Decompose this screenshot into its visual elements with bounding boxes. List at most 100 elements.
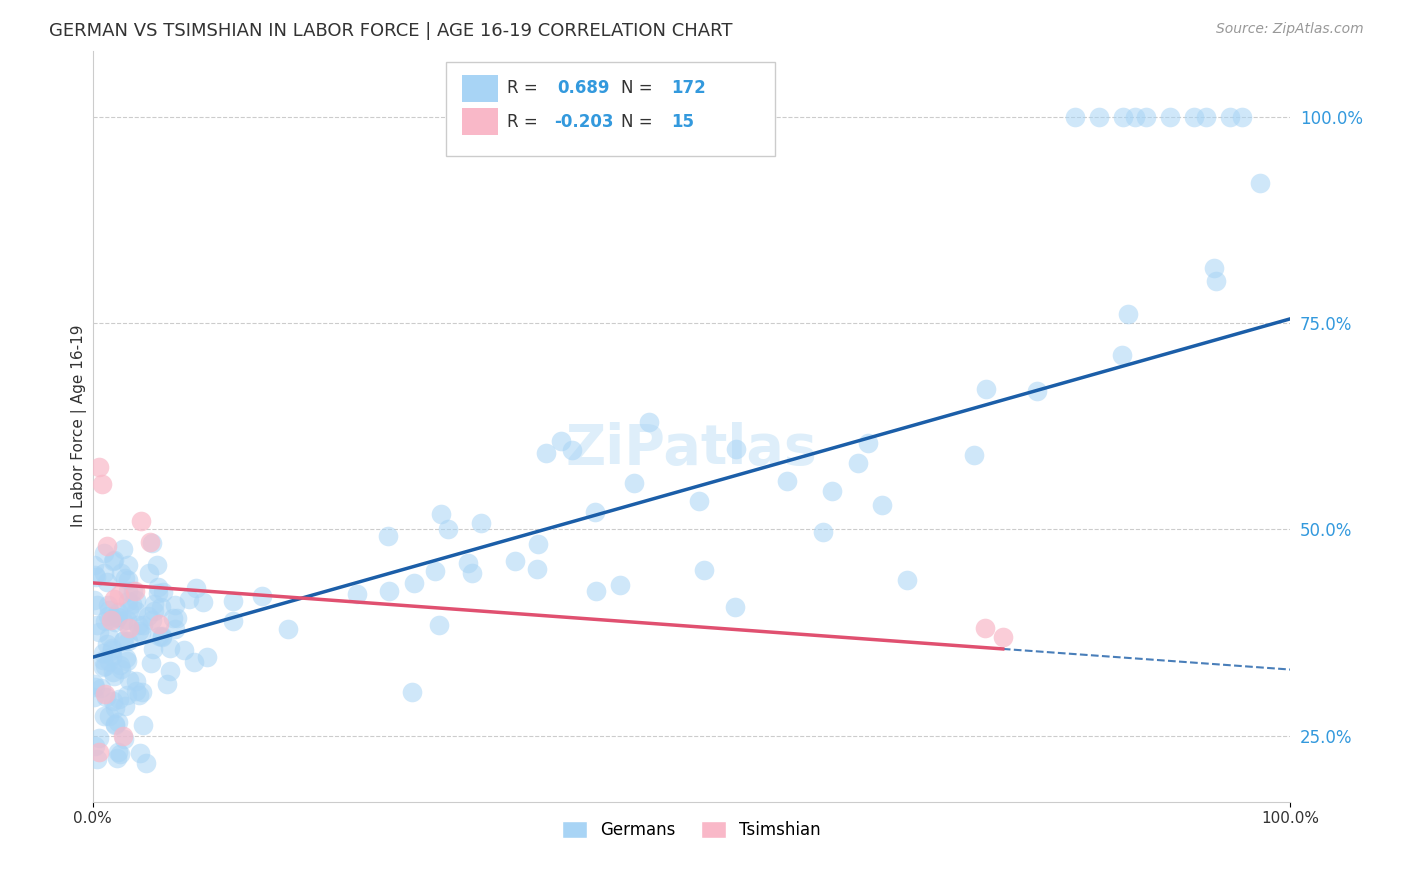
Point xyxy=(91,653,114,667)
Point xyxy=(146,585,169,599)
Point xyxy=(90,681,112,696)
Point xyxy=(112,541,135,556)
Point xyxy=(146,580,169,594)
Point xyxy=(457,557,479,571)
Point xyxy=(896,573,918,587)
Point xyxy=(163,598,186,612)
Point xyxy=(623,475,645,490)
Point xyxy=(637,415,659,429)
Point xyxy=(163,622,186,636)
Point xyxy=(87,745,110,759)
Point xyxy=(222,594,245,608)
Point xyxy=(1182,110,1205,124)
Point xyxy=(122,583,145,598)
Point xyxy=(811,525,834,540)
Point xyxy=(128,747,150,761)
Point xyxy=(991,630,1014,644)
Point xyxy=(437,522,460,536)
Point xyxy=(117,558,139,572)
Point xyxy=(534,446,557,460)
Point xyxy=(111,614,134,628)
Point xyxy=(104,615,127,630)
Point xyxy=(141,613,163,627)
Point xyxy=(96,637,118,651)
Text: ZiPatlas: ZiPatlas xyxy=(565,422,817,475)
Point xyxy=(221,614,243,628)
Point xyxy=(1087,110,1109,124)
Point xyxy=(1195,110,1218,124)
Point xyxy=(136,608,159,623)
Point xyxy=(277,623,299,637)
Point xyxy=(83,593,105,607)
Point xyxy=(83,676,105,690)
Point xyxy=(821,483,844,498)
Point xyxy=(107,610,129,624)
Point xyxy=(141,536,163,550)
Point xyxy=(111,729,134,743)
Point xyxy=(107,745,129,759)
Point xyxy=(125,674,148,689)
Point xyxy=(404,575,426,590)
Point xyxy=(86,570,108,584)
Point xyxy=(150,631,173,645)
Point xyxy=(156,677,179,691)
Point xyxy=(191,594,214,608)
Point xyxy=(195,650,218,665)
Point xyxy=(143,604,166,618)
Point xyxy=(96,539,118,553)
Point xyxy=(129,514,152,528)
Point xyxy=(91,660,114,674)
Text: GERMAN VS TSIMSHIAN IN LABOR FORCE | AGE 16-19 CORRELATION CHART: GERMAN VS TSIMSHIAN IN LABOR FORCE | AGE… xyxy=(49,22,733,40)
Point xyxy=(101,694,124,708)
Point xyxy=(94,690,117,705)
Point xyxy=(149,600,172,615)
Point xyxy=(143,597,166,611)
Point xyxy=(141,656,163,670)
Point xyxy=(115,654,138,668)
Point xyxy=(110,566,132,580)
Point xyxy=(132,717,155,731)
Point xyxy=(115,651,138,665)
Point xyxy=(693,563,716,577)
Point xyxy=(1123,110,1146,124)
Point xyxy=(86,752,108,766)
Text: N =: N = xyxy=(621,113,658,131)
Point xyxy=(114,698,136,713)
Point xyxy=(91,646,114,660)
Point xyxy=(96,598,118,612)
Point xyxy=(97,608,120,623)
Text: R =: R = xyxy=(508,113,543,131)
Point xyxy=(98,654,121,668)
Point xyxy=(84,567,107,582)
Point xyxy=(111,633,134,648)
Point xyxy=(115,613,138,627)
Point xyxy=(377,583,399,598)
Point xyxy=(117,573,139,587)
Point xyxy=(125,592,148,607)
Point xyxy=(110,747,132,762)
Point xyxy=(159,665,181,679)
Point xyxy=(1205,274,1227,288)
Point xyxy=(427,617,450,632)
Point xyxy=(1111,110,1133,124)
Point xyxy=(1232,110,1254,124)
Point xyxy=(100,641,122,656)
Point xyxy=(776,474,799,488)
Point xyxy=(112,633,135,648)
Legend: Germans, Tsimshian: Germans, Tsimshian xyxy=(555,814,828,846)
Point xyxy=(94,687,117,701)
Y-axis label: In Labor Force | Age 16-19: In Labor Force | Age 16-19 xyxy=(72,325,87,527)
Point xyxy=(96,575,118,590)
Point xyxy=(98,603,121,617)
Point xyxy=(105,750,128,764)
Point xyxy=(162,611,184,625)
Point xyxy=(401,684,423,698)
Point xyxy=(688,494,710,508)
Point xyxy=(527,537,550,551)
Point xyxy=(1063,110,1085,124)
Point xyxy=(166,611,188,625)
Point xyxy=(183,655,205,669)
Point xyxy=(97,709,120,723)
Point xyxy=(159,641,181,656)
Point xyxy=(1204,260,1226,275)
